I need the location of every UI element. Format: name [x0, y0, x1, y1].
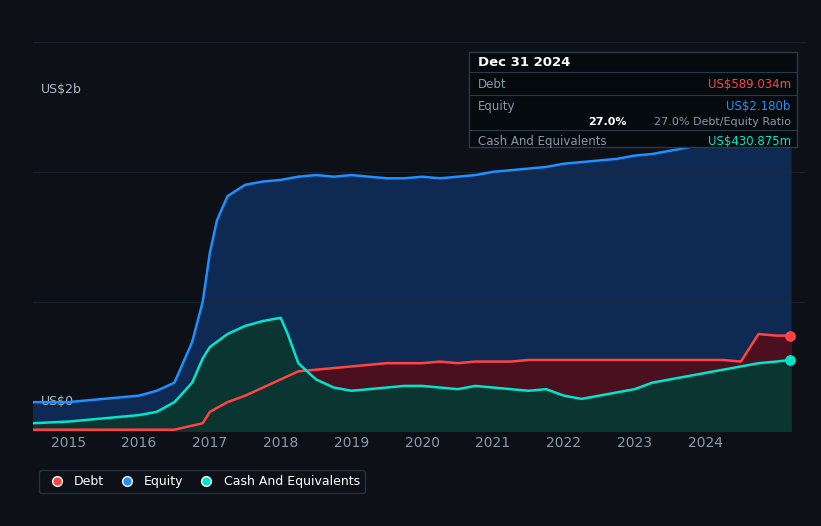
Text: US$430.875m: US$430.875m — [708, 136, 791, 148]
Text: US$2.180b: US$2.180b — [727, 100, 791, 113]
Text: 27.0% Debt/Equity Ratio: 27.0% Debt/Equity Ratio — [654, 117, 791, 127]
Point — [784, 356, 797, 364]
FancyBboxPatch shape — [469, 52, 797, 147]
Text: Dec 31 2024: Dec 31 2024 — [478, 56, 571, 69]
Text: US$0: US$0 — [40, 395, 74, 408]
Point — [784, 70, 797, 79]
Legend: Debt, Equity, Cash And Equivalents: Debt, Equity, Cash And Equivalents — [39, 470, 365, 493]
Text: US$589.034m: US$589.034m — [708, 78, 791, 92]
Text: Equity: Equity — [478, 100, 516, 113]
Point — [784, 331, 797, 340]
Text: US$2b: US$2b — [40, 83, 81, 96]
Text: Cash And Equivalents: Cash And Equivalents — [478, 136, 607, 148]
Text: 27.0%: 27.0% — [589, 117, 627, 127]
Text: Debt: Debt — [478, 78, 507, 92]
